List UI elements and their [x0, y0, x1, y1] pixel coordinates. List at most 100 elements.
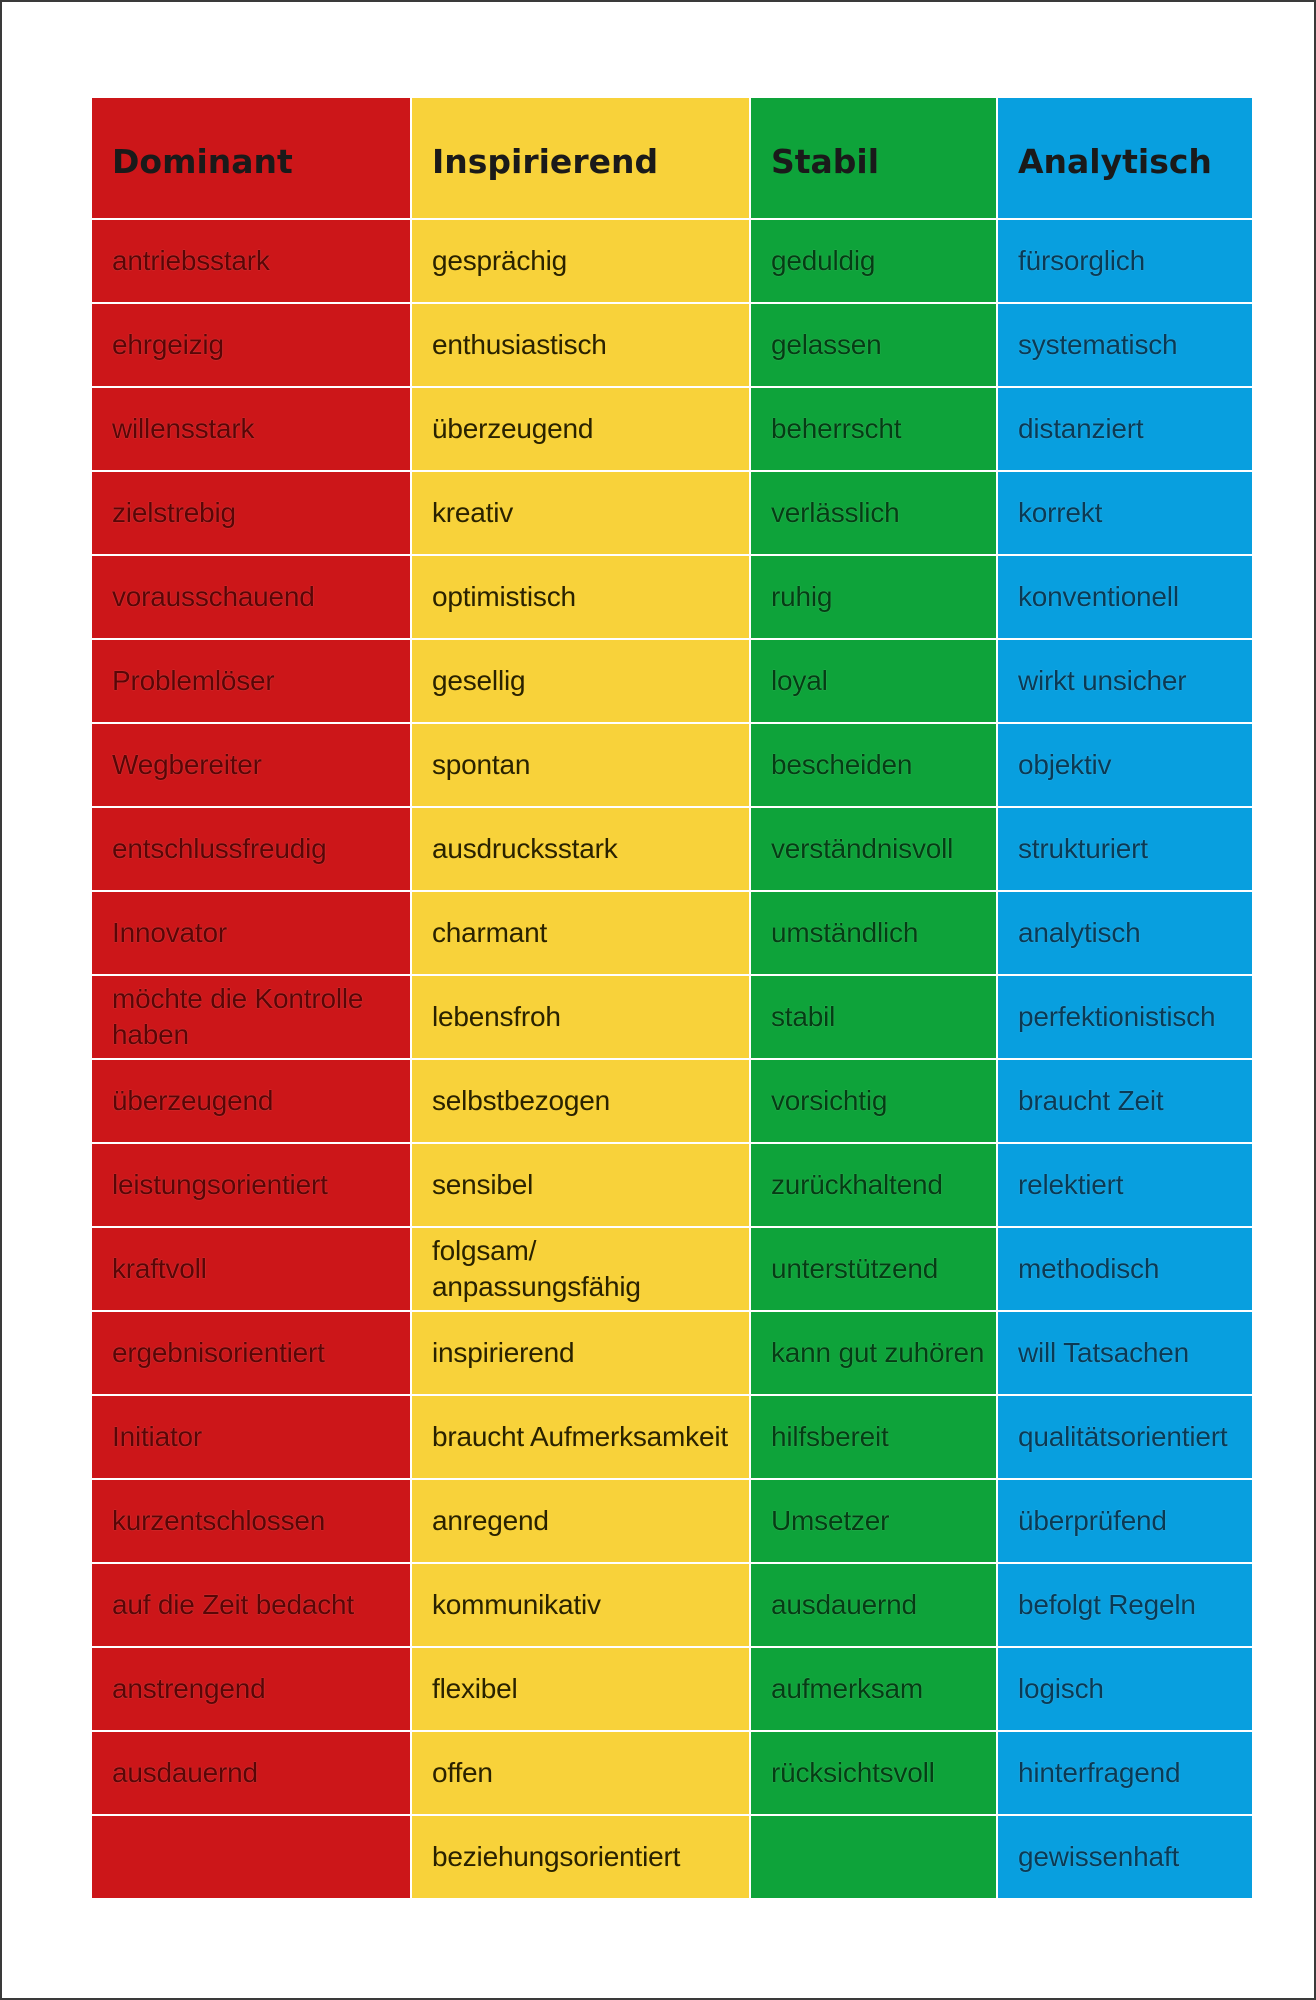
- table-row: willensstark überzeugend beherrscht distanz…: [92, 387, 1252, 472]
- table-row: leistungsorientiert sensibel zurückhaltend…: [92, 1143, 1252, 1228]
- inspirierend-cell: spontan: [411, 723, 751, 808]
- inspirierend-cell: selbstbezogen: [411, 1059, 751, 1144]
- analytisch-cell: relektiert: [997, 1143, 1252, 1228]
- dominant-cell: möchte die Kontrolle haben: [92, 975, 412, 1060]
- stabil-cell: zurückhaltend: [750, 1143, 998, 1228]
- stabil-cell: geduldig: [750, 219, 998, 304]
- inspirierend-cell: kommunikativ: [411, 1563, 751, 1648]
- table-row: ergebnisorientiert inspirierend kann gut z…: [92, 1311, 1252, 1396]
- stabil-cell: unterstützend: [750, 1227, 998, 1312]
- dominant-cell: Innovator: [92, 891, 412, 976]
- inspirierend-cell: beziehungsorientiert: [411, 1815, 751, 1898]
- table-row: kurzentschlossen anregend Umsetzer überprüf…: [92, 1479, 1252, 1564]
- stabil-cell: beherrscht: [750, 387, 998, 472]
- analytisch-cell: fürsorglich: [997, 219, 1252, 304]
- analytisch-cell: distanziert: [997, 387, 1252, 472]
- stabil-cell: bescheiden: [750, 723, 998, 808]
- table-row: ehrgeizig enthusiastisch gelassen systemati…: [92, 303, 1252, 388]
- stabil-cell: stabil: [750, 975, 998, 1060]
- stabil-cell: gelassen: [750, 303, 998, 388]
- analytisch-cell: qualitätsorientiert: [997, 1395, 1252, 1480]
- table-row: antriebsstark gesprächig geduldig fürsorgli…: [92, 219, 1252, 304]
- header-inspirierend: Inspirierend: [411, 98, 751, 220]
- stabil-cell: Umsetzer: [750, 1479, 998, 1564]
- table-row: Problemlöser gesellig loyal wirkt unsicher: [92, 639, 1252, 724]
- inspirierend-cell: kreativ: [411, 471, 751, 556]
- stabil-cell: verlässlich: [750, 471, 998, 556]
- inspirierend-cell: überzeugend: [411, 387, 751, 472]
- stabil-cell: kann gut zuhören: [750, 1311, 998, 1396]
- stabil-cell: [750, 1815, 998, 1898]
- table-row: Initiator braucht Aufmerksamkeit hilfsbere…: [92, 1395, 1252, 1480]
- inspirierend-cell: lebensfroh: [411, 975, 751, 1060]
- stabil-cell: verständnisvoll: [750, 807, 998, 892]
- dominant-cell: Initiator: [92, 1395, 412, 1480]
- dominant-cell: kurzentschlossen: [92, 1479, 412, 1564]
- inspirierend-cell: offen: [411, 1731, 751, 1816]
- table-row: Innovator charmant umständlich analytisch: [92, 891, 1252, 976]
- inspirierend-cell: anregend: [411, 1479, 751, 1564]
- dominant-cell: Problemlöser: [92, 639, 412, 724]
- inspirierend-cell: sensibel: [411, 1143, 751, 1228]
- analytisch-cell: objektiv: [997, 723, 1252, 808]
- table-row: Wegbereiter spontan bescheiden objektiv: [92, 723, 1252, 808]
- header-stabil: Stabil: [750, 98, 998, 220]
- dominant-cell: kraftvoll: [92, 1227, 412, 1312]
- header-dominant: Dominant: [92, 98, 412, 220]
- table-row: überzeugend selbstbezogen vorsichtig brauch…: [92, 1059, 1252, 1144]
- stabil-cell: aufmerksam: [750, 1647, 998, 1732]
- inspirierend-cell: optimistisch: [411, 555, 751, 640]
- analytisch-cell: konventionell: [997, 555, 1252, 640]
- stabil-cell: vorsichtig: [750, 1059, 998, 1144]
- dominant-cell: auf die Zeit bedacht: [92, 1563, 412, 1648]
- dominant-cell: [92, 1815, 412, 1898]
- table-row: beziehungsorientiert gewissenhaft: [92, 1815, 1252, 1898]
- disc-table-frame: Dominant Inspirierend Stabil Analytisch …: [92, 98, 1252, 1898]
- table-row: auf die Zeit bedacht kommunikativ ausdauer…: [92, 1563, 1252, 1648]
- personality-type-table: Dominant Inspirierend Stabil Analytisch …: [92, 98, 1252, 1898]
- inspirierend-cell: gesprächig: [411, 219, 751, 304]
- inspirierend-cell: enthusiastisch: [411, 303, 751, 388]
- inspirierend-cell: ausdrucksstark: [411, 807, 751, 892]
- analytisch-cell: wirkt unsicher: [997, 639, 1252, 724]
- dominant-cell: entschlussfreudig: [92, 807, 412, 892]
- dominant-cell: ehrgeizig: [92, 303, 412, 388]
- analytisch-cell: perfektionistisch: [997, 975, 1252, 1060]
- table-row: möchte die Kontrolle haben lebensfroh stab…: [92, 975, 1252, 1060]
- stabil-cell: rücksichtsvoll: [750, 1731, 998, 1816]
- stabil-cell: ruhig: [750, 555, 998, 640]
- analytisch-cell: will Tatsachen: [997, 1311, 1252, 1396]
- dominant-cell: anstrengend: [92, 1647, 412, 1732]
- table-row: vorausschauend optimistisch ruhig konventio…: [92, 555, 1252, 640]
- inspirierend-cell: charmant: [411, 891, 751, 976]
- header-row: Dominant Inspirierend Stabil Analytisch: [92, 98, 1252, 220]
- stabil-cell: loyal: [750, 639, 998, 724]
- dominant-cell: überzeugend: [92, 1059, 412, 1144]
- dominant-cell: vorausschauend: [92, 555, 412, 640]
- inspirierend-cell: folgsam/ anpassungsfähig: [411, 1227, 751, 1312]
- dominant-cell: zielstrebig: [92, 471, 412, 556]
- stabil-cell: ausdauernd: [750, 1563, 998, 1648]
- inspirierend-cell: flexibel: [411, 1647, 751, 1732]
- dominant-cell: leistungsorientiert: [92, 1143, 412, 1228]
- analytisch-cell: methodisch: [997, 1227, 1252, 1312]
- header-analytisch: Analytisch: [997, 98, 1252, 220]
- stabil-cell: hilfsbereit: [750, 1395, 998, 1480]
- analytisch-cell: hinterfragend: [997, 1731, 1252, 1816]
- table-row: anstrengend flexibel aufmerksam logisch: [92, 1647, 1252, 1732]
- table-row: entschlussfreudig ausdrucksstark verständn…: [92, 807, 1252, 892]
- analytisch-cell: systematisch: [997, 303, 1252, 388]
- table-row: zielstrebig kreativ verlässlich korrekt: [92, 471, 1252, 556]
- dominant-cell: ausdauernd: [92, 1731, 412, 1816]
- dominant-cell: antriebsstark: [92, 219, 412, 304]
- inspirierend-cell: braucht Aufmerksamkeit: [411, 1395, 751, 1480]
- analytisch-cell: logisch: [997, 1647, 1252, 1732]
- stabil-cell: umständlich: [750, 891, 998, 976]
- analytisch-cell: gewissenhaft: [997, 1815, 1252, 1898]
- table-body: antriebsstark gesprächig geduldig fürsorgli…: [92, 219, 1252, 1898]
- analytisch-cell: befolgt Regeln: [997, 1563, 1252, 1648]
- table-row: kraftvoll folgsam/ anpassungsfähig unterst…: [92, 1227, 1252, 1312]
- inspirierend-cell: inspirierend: [411, 1311, 751, 1396]
- analytisch-cell: überprüfend: [997, 1479, 1252, 1564]
- dominant-cell: ergebnisorientiert: [92, 1311, 412, 1396]
